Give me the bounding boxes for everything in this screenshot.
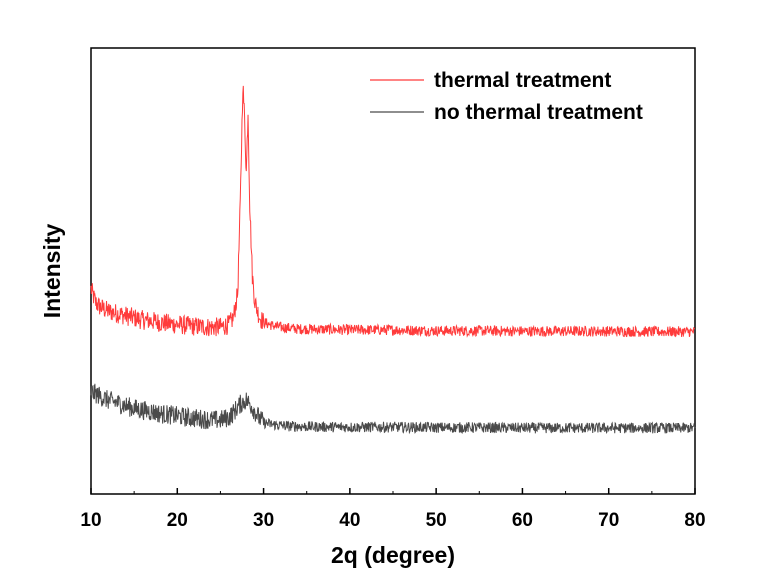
legend-label: no thermal treatment [434, 101, 643, 124]
x-tick-label: 70 [598, 510, 619, 531]
x-axis-label: 2q (degree) [331, 542, 455, 568]
series-line-no-thermal-treatment [90, 383, 696, 435]
x-tick-label: 80 [684, 510, 705, 531]
x-tick-label: 10 [80, 510, 101, 531]
x-tick-label: 20 [167, 510, 188, 531]
legend: thermal treatment no thermal treatment [370, 69, 643, 124]
y-axis-label: Intensity [39, 224, 65, 319]
x-tick-label: 40 [339, 510, 360, 531]
x-tick-layer: 10 20 30 40 50 60 70 80 [80, 488, 706, 531]
x-tick-label: 30 [253, 510, 274, 531]
series-line-thermal-treatment [90, 85, 696, 338]
legend-label: thermal treatment [434, 69, 611, 92]
x-tick-label: 60 [512, 510, 533, 531]
x-tick-label: 50 [426, 510, 447, 531]
series-layer [90, 85, 696, 435]
